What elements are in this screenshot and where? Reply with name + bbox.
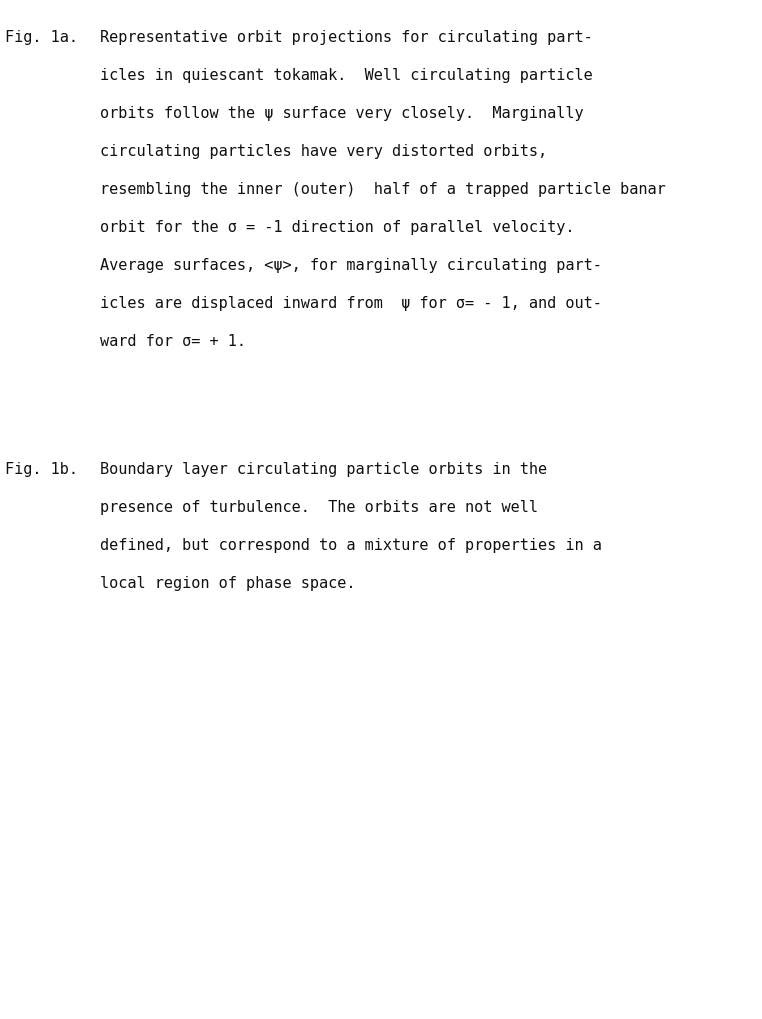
- Text: Average surfaces, <ψ>, for marginally circulating part-: Average surfaces, <ψ>, for marginally ci…: [100, 258, 602, 273]
- Text: defined, but correspond to a mixture of properties in a: defined, but correspond to a mixture of …: [100, 537, 602, 552]
- Text: orbit for the σ = -1 direction of parallel velocity.: orbit for the σ = -1 direction of parall…: [100, 220, 575, 234]
- Text: icles are displaced inward from  ψ for σ= - 1, and out-: icles are displaced inward from ψ for σ=…: [100, 296, 602, 311]
- Text: presence of turbulence.  The orbits are not well: presence of turbulence. The orbits are n…: [100, 499, 538, 515]
- Text: resembling the inner (outer)  half of a trapped particle banar: resembling the inner (outer) half of a t…: [100, 181, 666, 197]
- Text: Fig. 1b.: Fig. 1b.: [5, 462, 78, 477]
- Text: local region of phase space.: local region of phase space.: [100, 576, 356, 590]
- Text: Boundary layer circulating particle orbits in the: Boundary layer circulating particle orbi…: [100, 462, 547, 477]
- Text: circulating particles have very distorted orbits,: circulating particles have very distorte…: [100, 144, 547, 159]
- Text: icles in quiescant tokamak.  Well circulating particle: icles in quiescant tokamak. Well circula…: [100, 68, 593, 83]
- Text: Representative orbit projections for circulating part-: Representative orbit projections for cir…: [100, 30, 593, 45]
- Text: ward for σ= + 1.: ward for σ= + 1.: [100, 333, 246, 348]
- Text: orbits follow the ψ surface very closely.  Marginally: orbits follow the ψ surface very closely…: [100, 106, 584, 121]
- Text: Fig. 1a.: Fig. 1a.: [5, 30, 78, 45]
